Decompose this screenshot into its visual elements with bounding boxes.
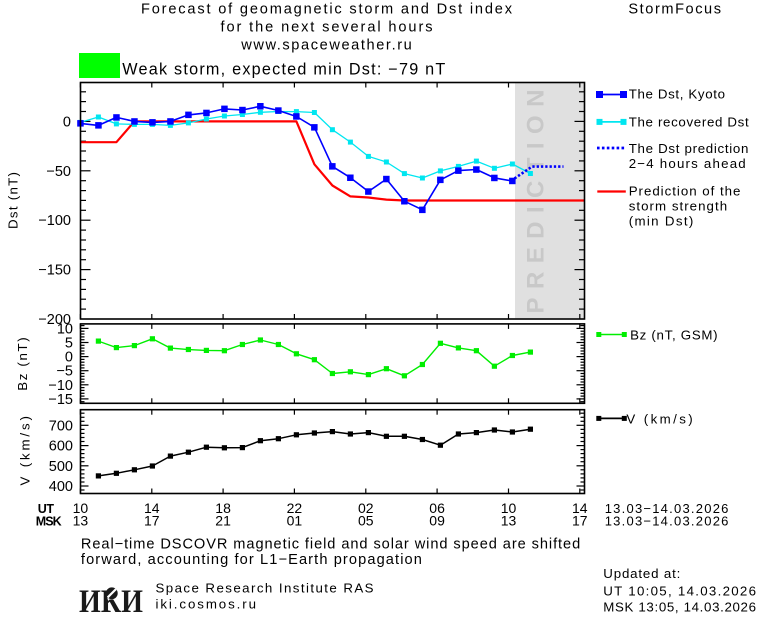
- svg-text:Dst (nT): Dst (nT): [6, 172, 21, 229]
- svg-text:−100: −100: [38, 213, 71, 229]
- svg-text:13.03−14.03.2026: 13.03−14.03.2026: [605, 514, 729, 529]
- svg-text:10: 10: [57, 321, 73, 337]
- svg-text:StormFocus: StormFocus: [628, 1, 721, 17]
- svg-text:2−4 hours ahead: 2−4 hours ahead: [629, 156, 746, 171]
- svg-text:Updated at:: Updated at:: [603, 566, 680, 581]
- svg-text:Bz (nT, GSM): Bz (nT, GSM): [630, 328, 718, 343]
- svg-text:09: 09: [429, 513, 445, 529]
- svg-text:V (km/s): V (km/s): [626, 412, 692, 427]
- svg-text:Forecast of geomagnetic storm: Forecast of geomagnetic storm and Dst in…: [141, 1, 513, 17]
- svg-text:02: 02: [358, 500, 374, 516]
- svg-text:iki.cosmos.ru: iki.cosmos.ru: [156, 597, 257, 612]
- svg-text:0: 0: [65, 350, 73, 366]
- svg-text:17: 17: [144, 513, 160, 529]
- svg-text:01: 01: [287, 513, 303, 529]
- svg-text:18: 18: [215, 500, 231, 516]
- svg-text:10: 10: [501, 500, 517, 516]
- svg-text:−50: −50: [46, 164, 71, 180]
- svg-text:400: 400: [49, 479, 73, 495]
- svg-text:for the next several hours: for the next several hours: [221, 19, 433, 35]
- svg-text:Prediction of the: Prediction of the: [629, 183, 741, 198]
- svg-text:V (km/s): V (km/s): [18, 416, 33, 485]
- svg-text:05: 05: [358, 513, 374, 529]
- svg-text:−150: −150: [38, 263, 71, 279]
- svg-text:forward, accounting for L1−Ear: forward, accounting for L1−Earth propaga…: [81, 552, 422, 568]
- svg-text:The Dst prediction: The Dst prediction: [629, 141, 749, 156]
- svg-text:−15: −15: [48, 392, 73, 408]
- svg-text:UT 10:05, 14.03.2026: UT 10:05, 14.03.2026: [603, 583, 756, 598]
- svg-text:13: 13: [73, 513, 89, 529]
- svg-text:−5: −5: [56, 364, 73, 380]
- svg-text:14: 14: [144, 500, 160, 516]
- svg-text:−200: −200: [38, 312, 71, 328]
- svg-text:Bz (nT): Bz (nT): [15, 337, 30, 390]
- svg-text:0: 0: [63, 114, 71, 130]
- svg-text:600: 600: [49, 439, 73, 455]
- svg-text:www.spaceweather.ru: www.spaceweather.ru: [240, 37, 412, 53]
- svg-text:14: 14: [572, 500, 588, 516]
- svg-text:13: 13: [501, 513, 517, 529]
- svg-text:MSK 13:05, 14.03.2026: MSK 13:05, 14.03.2026: [603, 599, 756, 614]
- svg-text:UT: UT: [38, 502, 55, 516]
- svg-text:storm strength: storm strength: [629, 198, 727, 213]
- svg-text:21: 21: [215, 513, 231, 529]
- svg-text:Weak storm, expected min Dst:: Weak storm, expected min Dst: −79 nT: [122, 61, 445, 79]
- svg-text:The recovered Dst: The recovered Dst: [629, 114, 749, 129]
- svg-text:The Dst, Kyoto: The Dst, Kyoto: [629, 87, 725, 102]
- svg-text:22: 22: [287, 500, 303, 516]
- svg-text:Space Research Institute RAS: Space Research Institute RAS: [156, 581, 374, 596]
- svg-text:13.03−14.03.2026: 13.03−14.03.2026: [605, 501, 729, 516]
- svg-text:06: 06: [429, 500, 445, 516]
- svg-text:Real−time DSCOVR magnetic fiel: Real−time DSCOVR magnetic field and sola…: [81, 536, 580, 552]
- svg-text:MSK: MSK: [36, 515, 62, 529]
- svg-text:−10: −10: [48, 378, 73, 394]
- svg-text:10: 10: [73, 500, 89, 516]
- svg-text:500: 500: [49, 459, 73, 475]
- svg-text:(min Dst): (min Dst): [629, 213, 694, 228]
- svg-text:700: 700: [49, 418, 73, 434]
- svg-text:5: 5: [65, 336, 73, 352]
- svg-text:17: 17: [572, 513, 588, 529]
